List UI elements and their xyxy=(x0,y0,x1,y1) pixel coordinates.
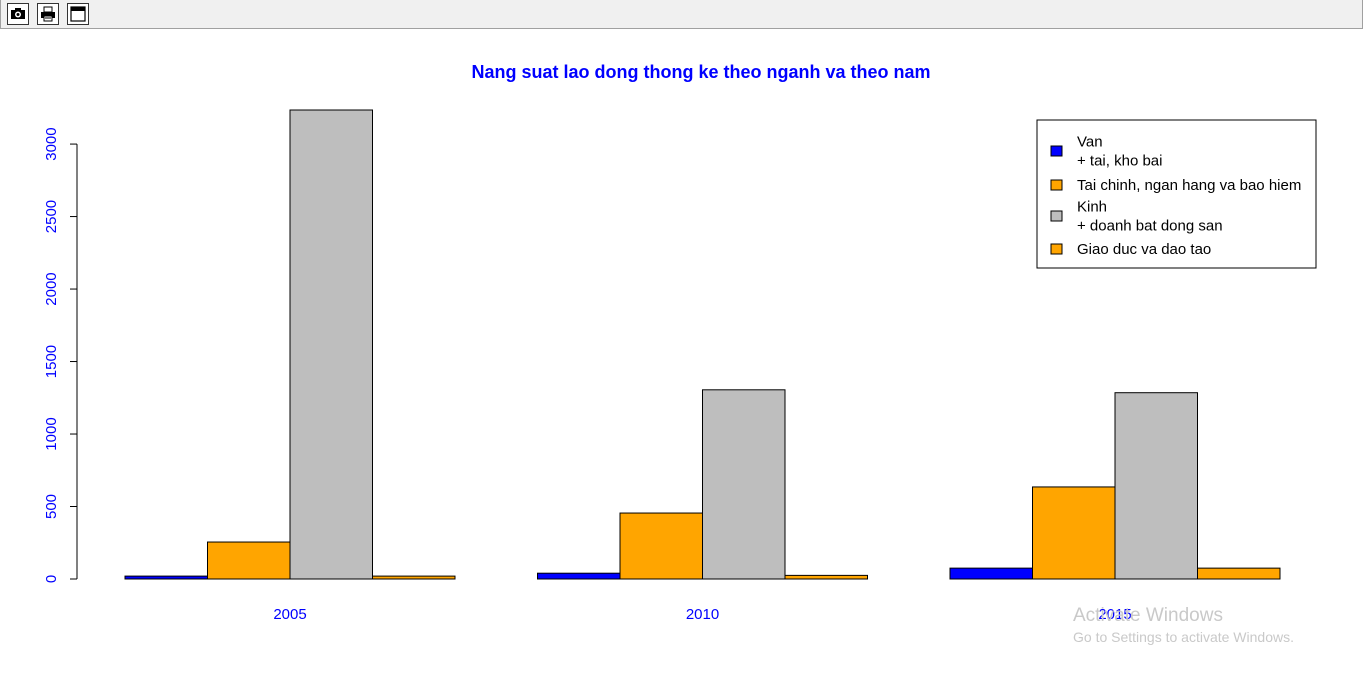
bar-2015-series-4 xyxy=(1197,567,1281,580)
bar-2010-series-3 xyxy=(702,389,786,580)
x-tick-label: 2015 xyxy=(1098,606,1131,623)
bar-2010-series-1 xyxy=(537,572,621,580)
y-tick-label: 2500 xyxy=(43,200,60,233)
bar-2015-series-2 xyxy=(1032,486,1116,580)
chart-title: Nang suat lao dong thong ke theo nganh v… xyxy=(471,62,930,82)
print-button[interactable] xyxy=(37,3,59,25)
y-tick-label: 2000 xyxy=(43,272,60,305)
printer-icon xyxy=(41,6,55,22)
bars-group xyxy=(124,109,1281,580)
window-button[interactable] xyxy=(67,3,89,25)
legend-swatch xyxy=(1050,179,1063,191)
legend-label: Giao duc va dao tao xyxy=(1077,241,1211,258)
legend-swatch xyxy=(1050,243,1063,255)
bar-2010-series-2 xyxy=(619,512,703,580)
window-icon xyxy=(70,6,86,22)
legend-swatch xyxy=(1050,210,1063,222)
y-tick-label: 500 xyxy=(43,494,60,519)
y-tick-label: 3000 xyxy=(43,127,60,160)
bar-2010-series-4 xyxy=(784,574,868,580)
bar-2005-series-2 xyxy=(207,541,291,580)
save-image-button[interactable] xyxy=(7,3,29,25)
bar-2015-series-1 xyxy=(949,567,1033,580)
y-tick-label: 1000 xyxy=(43,417,60,450)
x-tick-label: 2005 xyxy=(273,606,306,623)
legend-swatch xyxy=(1050,145,1063,157)
x-axis-labels: 2005 2010 2015 xyxy=(273,606,1131,623)
y-axis: 0 500 1000 1500 2000 2500 3000 xyxy=(43,127,78,583)
legend-label: Tai chinh, ngan hang va bao hiem xyxy=(1077,177,1301,194)
bar-2005-series-3 xyxy=(289,109,373,580)
toolbar xyxy=(0,0,1363,29)
bar-2015-series-3 xyxy=(1114,392,1198,580)
bar-2005-series-1 xyxy=(124,575,208,580)
camera-icon xyxy=(11,8,25,19)
bar-2005-series-4 xyxy=(372,575,456,580)
legend-box xyxy=(1036,119,1317,269)
y-tick-label: 1500 xyxy=(43,345,60,378)
x-tick-label: 2010 xyxy=(686,606,719,623)
legend-label: Van + tai, kho bai xyxy=(1077,134,1162,170)
legend-label: Kinh + doanh bat dong san xyxy=(1077,199,1223,235)
y-tick-label: 0 xyxy=(43,575,60,583)
legend: Van + tai, kho bai Tai chinh, ngan hang va… xyxy=(1036,119,1317,269)
chart: Nang suat lao dong thong ke theo nganh v… xyxy=(43,62,1317,623)
